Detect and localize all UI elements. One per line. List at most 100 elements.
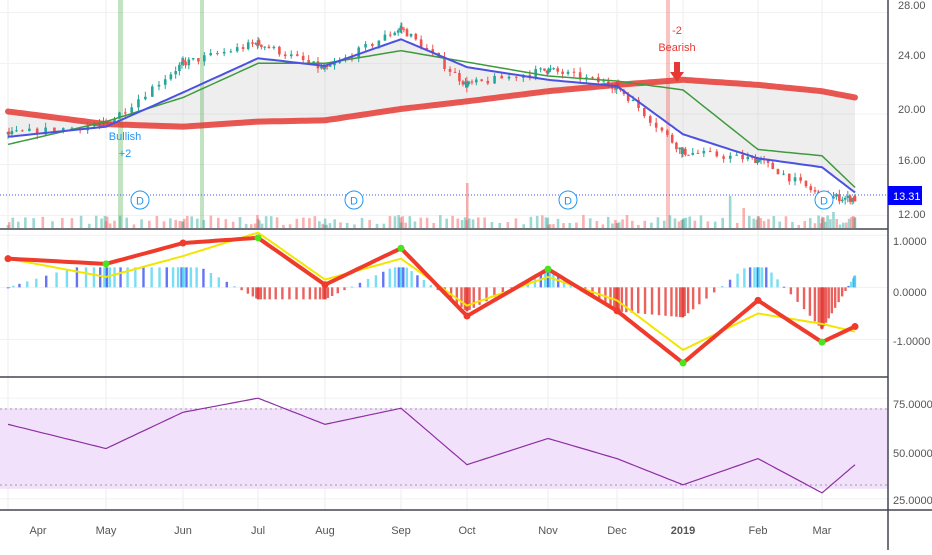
- macd-histogram-bar: [405, 267, 409, 288]
- month-label: Apr: [29, 525, 46, 537]
- volume-bar: [688, 216, 692, 228]
- macd-histogram-bar: [416, 275, 419, 288]
- volume-bar: [548, 224, 552, 228]
- volume-bar: [546, 217, 550, 228]
- volume-bar: [735, 222, 739, 228]
- macd-histogram-bar: [326, 287, 330, 298]
- macd-histogram-bar: [683, 287, 686, 317]
- dividend-marker-4[interactable]: D: [814, 190, 834, 210]
- volume-bar: [108, 223, 112, 228]
- macd-histogram-bar: [720, 286, 724, 288]
- signal-band-2: [200, 0, 204, 228]
- volume-bar: [673, 218, 677, 228]
- candle-body: [500, 75, 504, 79]
- bullish-signal[interactable]: Bullish +2: [109, 131, 141, 160]
- volume-bar: [439, 215, 442, 228]
- volume-bar: [104, 221, 108, 228]
- candle-body: [425, 47, 429, 50]
- candle-body: [799, 177, 802, 181]
- time-axis[interactable]: Apr May Jun Jul Aug Sep Oct Nov Dec 2019…: [29, 525, 831, 537]
- volume-bar: [100, 218, 103, 228]
- dividend-marker-1[interactable]: D: [130, 190, 150, 210]
- month-label: Oct: [458, 525, 475, 537]
- volume-bar: [829, 219, 832, 228]
- volume-bar: [345, 222, 349, 228]
- volume-bar: [16, 221, 20, 228]
- macd-histogram-bar: [713, 287, 716, 293]
- macd-cross-marker: [102, 260, 110, 268]
- volume-bar: [231, 221, 235, 228]
- macd-histogram-bar: [288, 287, 291, 300]
- macd-histogram-bar: [255, 287, 258, 299]
- candle-body: [123, 112, 127, 114]
- candle-body: [793, 177, 797, 182]
- candle-body: [312, 61, 315, 63]
- macd-histogram-bar: [251, 287, 255, 297]
- price-tick: 12.00: [898, 209, 926, 221]
- candle-body: [118, 112, 121, 119]
- volume-bar: [656, 217, 660, 228]
- volume-bar: [606, 216, 610, 228]
- macd-histogram-bar: [195, 267, 198, 288]
- volume-bar: [401, 216, 404, 228]
- month-label: Dec: [607, 525, 627, 537]
- macd-tick: -1.0000: [893, 336, 930, 348]
- macd-histogram-bar: [65, 269, 69, 288]
- macd-histogram-bar: [637, 287, 640, 314]
- volume-bar: [822, 217, 825, 228]
- macd-histogram-bar: [736, 273, 739, 288]
- candle-body: [180, 61, 184, 65]
- volume-bar: [832, 212, 835, 228]
- candle-body: [260, 44, 263, 48]
- macd-histogram-bar: [429, 285, 432, 288]
- macd-histogram-bar: [233, 286, 236, 288]
- candle-body: [687, 154, 690, 156]
- candle-body: [61, 128, 65, 132]
- candle-body: [325, 66, 329, 68]
- candle-body: [545, 70, 549, 73]
- volume-bar: [94, 215, 98, 228]
- macd-histogram-bar: [827, 287, 830, 319]
- dividend-marker-2[interactable]: D: [344, 190, 364, 210]
- macd-histogram-bar: [268, 287, 271, 300]
- macd-axis[interactable]: 1.0000 0.0000 -1.0000: [893, 236, 930, 348]
- macd-histogram-bar: [142, 267, 145, 288]
- macd-histogram-bar: [770, 272, 773, 288]
- volume-bar: [506, 222, 510, 228]
- volume-bar: [353, 224, 356, 228]
- volume-bar: [541, 215, 544, 228]
- macd-histogram-bar: [318, 287, 322, 300]
- dividend-marker-3[interactable]: D: [558, 190, 578, 210]
- month-label: Mar: [813, 525, 832, 537]
- price-tick: 20.00: [898, 104, 926, 116]
- volume-bar: [419, 217, 423, 228]
- volume-bar: [791, 221, 794, 228]
- rsi-axis[interactable]: 75.0000 50.0000 25.0000: [893, 399, 932, 507]
- macd-histogram-bar: [35, 278, 38, 288]
- medium-moving-average-line: [7, 49, 856, 188]
- volume-bar: [323, 218, 327, 228]
- volume-bar: [87, 223, 91, 228]
- volume-bar: [535, 215, 539, 228]
- candle-body: [754, 156, 757, 164]
- bearish-signal[interactable]: -2 Bearish: [658, 25, 696, 82]
- candle-body: [475, 79, 478, 83]
- volume-bar: [275, 217, 279, 228]
- candle-body: [283, 54, 287, 57]
- volume-bar: [118, 215, 122, 228]
- volume-bar: [529, 216, 533, 228]
- volume-bar: [295, 218, 299, 228]
- macd-cross-marker: [179, 239, 187, 247]
- macd-histogram-bar: [263, 287, 266, 300]
- volume-bar: [767, 219, 770, 228]
- candle-body: [320, 66, 323, 69]
- volume-bar: [757, 216, 760, 228]
- candle-body: [178, 64, 181, 72]
- rsi-tick: 25.0000: [893, 495, 932, 507]
- macd-histogram-bar: [817, 287, 820, 326]
- macd-cross-marker: [679, 359, 687, 367]
- price-axis[interactable]: 28.00 24.00 20.00 16.00 12.00 13.31: [888, 0, 926, 221]
- volume-bar: [397, 215, 400, 228]
